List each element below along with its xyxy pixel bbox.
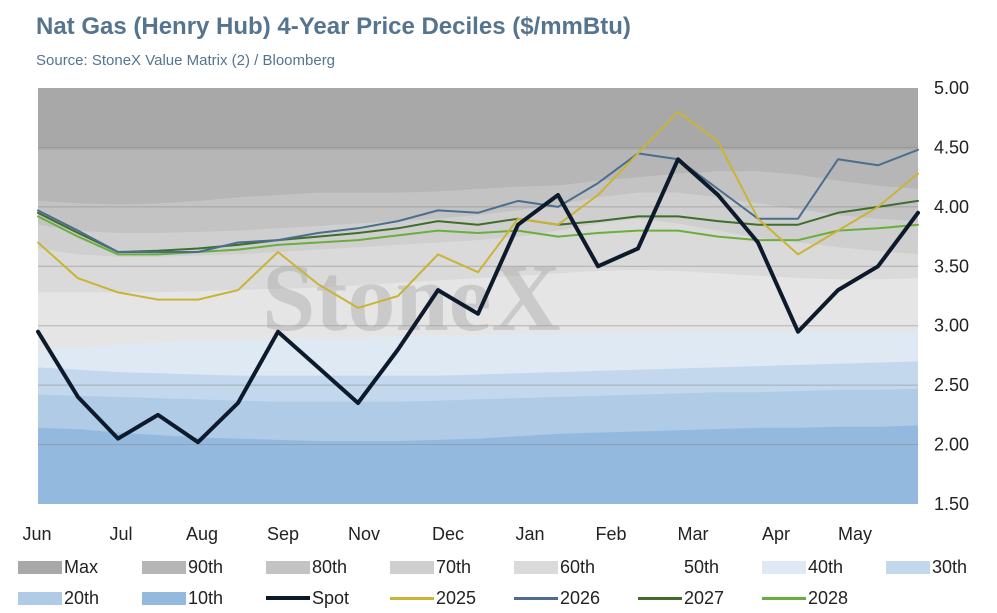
- legend-swatch: [514, 596, 558, 600]
- legend-item-spot: Spot: [266, 587, 349, 609]
- stonex-watermark: StoneX: [262, 244, 561, 351]
- legend-label: 2025: [436, 587, 477, 608]
- x-tick-label: Nov: [348, 524, 380, 544]
- legend-item-max: Max: [18, 556, 98, 578]
- legend-label: Spot: [312, 587, 350, 608]
- legend-item-70th: 70th: [390, 556, 471, 578]
- legend-swatch: [638, 596, 682, 600]
- gridlines: [38, 146, 918, 446]
- y-tick-label: 4.50: [934, 137, 969, 157]
- legend-label: 2027: [684, 587, 725, 608]
- y-tick-label: 4.00: [934, 197, 969, 217]
- legend-item-2025: 2025: [390, 587, 476, 609]
- y-tick-label: 2.00: [934, 435, 969, 455]
- series-line-2027: [37, 199, 919, 253]
- x-tick-label: Feb: [595, 524, 626, 544]
- x-tick-label: Jan: [515, 524, 544, 544]
- decile-bands: [38, 88, 918, 504]
- legend-label: Max: [64, 556, 99, 577]
- legend-item-40th: 40th: [762, 556, 843, 578]
- x-tick-label: Jun: [22, 524, 51, 544]
- legend-swatch: [762, 560, 806, 574]
- x-tick-label: Apr: [762, 524, 790, 544]
- y-tick-label: 2.50: [934, 375, 969, 395]
- legend-item-2027: 2027: [638, 587, 724, 609]
- x-tick-label: Jul: [109, 524, 132, 544]
- x-tick-label: May: [838, 524, 872, 544]
- legend-swatch: [18, 560, 62, 574]
- series-line-spot: [36, 157, 920, 445]
- x-tick-label: Aug: [186, 524, 218, 544]
- legend-label: 80th: [312, 556, 348, 577]
- y-tick-label: 5.00: [934, 78, 969, 98]
- series-lines: [36, 110, 920, 445]
- legend-label: 2028: [808, 587, 849, 608]
- legend-item-60th: 60th: [514, 556, 595, 578]
- legend-swatch: [142, 560, 186, 574]
- legend-swatch: [266, 560, 310, 574]
- legend-label: 40th: [808, 556, 844, 577]
- y-tick-label: 3.00: [934, 316, 969, 336]
- y-tick-label: 1.50: [934, 494, 969, 514]
- series-line-2026: [37, 148, 919, 253]
- legend-swatch: [762, 596, 806, 600]
- legend-label: 20th: [64, 587, 100, 608]
- legend-label: 90th: [188, 556, 224, 577]
- legend-swatch: [266, 596, 310, 600]
- legend-swatch: [390, 560, 434, 574]
- legend-swatch: [142, 591, 186, 605]
- legend-item-80th: 80th: [266, 556, 347, 578]
- x-axis: Jun Jul Aug Sep Nov Dec Jan Feb Mar Apr May: [22, 524, 872, 544]
- legend-item-2026: 2026: [514, 587, 600, 609]
- x-tick-label: Dec: [432, 524, 464, 544]
- x-tick-label: Mar: [678, 524, 709, 544]
- chart-subtitle: Source: StoneX Value Matrix (2) / Bloomb…: [36, 52, 336, 69]
- legend-item-90th: 90th: [142, 556, 223, 578]
- legend-item-30th: 30th: [886, 556, 967, 578]
- series-line-2025: [37, 110, 919, 309]
- legend-label: 50th: [684, 556, 720, 577]
- legend-item-10th: 10th: [142, 587, 223, 609]
- legend-swatch: [514, 560, 558, 574]
- y-tick-label: 3.50: [934, 256, 969, 276]
- legend-label: 2026: [560, 587, 601, 608]
- x-tick-label: Sep: [267, 524, 299, 544]
- legend-label: 10th: [188, 587, 224, 608]
- legend-label: 30th: [932, 556, 968, 577]
- legend-swatch: [638, 560, 682, 574]
- legend-swatch: [18, 591, 62, 605]
- legend-swatch: [390, 596, 434, 600]
- legend-item-2028: 2028: [762, 587, 848, 609]
- legend-item-50th: 50th: [638, 556, 719, 578]
- legend-label: 70th: [436, 556, 472, 577]
- legend-item-20th: 20th: [18, 587, 99, 609]
- legend-label: 60th: [560, 556, 596, 577]
- chart-title: Nat Gas (Henry Hub) 4-Year Price Deciles…: [36, 13, 631, 40]
- legend-swatch: [886, 560, 930, 574]
- band-10th: [38, 425, 918, 504]
- y-axis: 1.50 2.00 2.50 3.00 3.50 4.00 4.50 5.00: [934, 78, 969, 514]
